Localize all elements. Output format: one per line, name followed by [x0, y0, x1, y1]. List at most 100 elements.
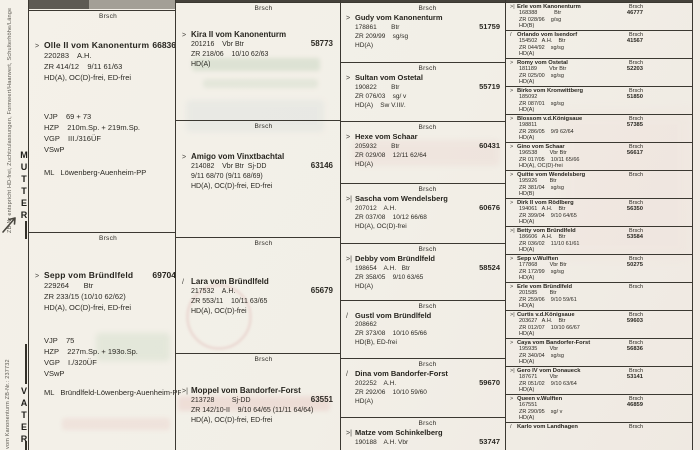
- pedigree-cell-gen4: > Quitte vom Wendelsberg Brsch 195926 Btr ZR…: [506, 171, 695, 198]
- table-line-horizontal: [340, 183, 505, 184]
- section-label-brsch: Brsch: [628, 172, 643, 178]
- table-line-horizontal: [175, 2, 340, 3]
- zr-line: ZR 209/99 sg/sg: [355, 33, 409, 40]
- section-label-brsch: Brsch: [628, 424, 643, 430]
- pedigree-cell-gen2: Brsch / Lara vom Bründlfeld 217532 A.H. 6567…: [176, 238, 345, 352]
- dog-name: Gustl vom Bründlfeld: [355, 311, 432, 320]
- table-line-horizontal: [28, 10, 175, 11]
- dog-reg-row: 198654 A.H. Btr 58524: [346, 263, 509, 273]
- hd-line: HD(B), ED-frei: [355, 339, 397, 346]
- pedigree-cell-gen4: > Gino vom Schaar Brsch 196538 Vbr Btr 56617…: [506, 143, 695, 170]
- brsch-number: 50275: [626, 262, 643, 269]
- scan-edge-line: [175, 0, 692, 2]
- hd-line: HD(A): [519, 387, 535, 394]
- test-result-line: VGP I./320ÜF: [44, 358, 97, 367]
- brsch-number: 56350: [626, 206, 643, 213]
- section-label-brsch: Brsch: [418, 124, 437, 131]
- registration-number: 217532 A.H.: [191, 288, 236, 295]
- section-label-brsch: Brsch: [418, 361, 437, 368]
- section-label-brsch: Brsch: [628, 32, 643, 38]
- brsch-number: 53747: [479, 437, 500, 446]
- dog-name: Amigo vom Vinxtbachtal: [191, 152, 285, 161]
- table-line-vertical: [505, 0, 506, 450]
- brsch-number: 52203: [626, 66, 643, 73]
- pedigree-cell-gen3: Brsch > Hexe vom Schaar 205932 Btr 60431 ZR 0…: [341, 122, 509, 182]
- test-result-line: VSwP: [44, 369, 65, 378]
- zr-line: 9/11 68/70 (9/11 68/69): [191, 173, 263, 180]
- zr-line: ZR 259/06 9/10 59/61: [519, 296, 577, 303]
- dog-name: Queen v.Wulften: [517, 396, 563, 402]
- zr-line: ZR 076/03 sg/ v: [355, 93, 407, 100]
- ml-line: ML Bründlfeld-Löwenberg-Auenheim-PP: [44, 388, 181, 397]
- dog-name: Dirk II vom Rödlberg: [517, 200, 574, 206]
- pedigree-cell-gen2: Brsch > Amigo vom Vinxtbachtal 214082 Vbr B…: [176, 121, 345, 236]
- table-line-horizontal: [505, 142, 692, 143]
- pedigree-cell-gen4: > Blossom v.d.Königsaue Brsch 198811 57385 ZR…: [506, 115, 695, 142]
- pen-mark: >|: [510, 228, 515, 234]
- registration-number: 167551: [519, 402, 538, 409]
- registration-number: 213728 Sj-DD: [191, 397, 251, 404]
- dog-name-row: > Erle vom Bründlfeld Brsch: [510, 284, 695, 290]
- table-line-horizontal: [505, 170, 692, 171]
- hd-line: HD(A) Sw V.III/.: [355, 102, 406, 109]
- test-result-line: VJP 69 + 73: [44, 112, 92, 121]
- registration-number: 208662: [355, 321, 377, 328]
- hd-line: HD(A): [519, 303, 535, 310]
- test-result-line: VGP III./316ÜF: [44, 134, 101, 143]
- brsch-number: 46859: [626, 402, 643, 409]
- dog-name-row: >| Matze vom Schinkelberg: [346, 428, 509, 437]
- zr-line: ZR 340/04 sg/sg: [519, 352, 564, 359]
- brsch-number: 46777: [626, 10, 643, 17]
- dog-name: Dina vom Bandorfer-Forst: [355, 369, 448, 378]
- zr-line: ZR 087/01 sg/sg: [519, 100, 564, 107]
- brsch-number: 60431: [479, 141, 500, 150]
- hd-line: HD(A): [519, 331, 535, 338]
- brsch-number: 56617: [626, 150, 643, 157]
- test-results-block: VJP 75 HZP 227m.Sp. + 193o.Sp. VGP I./32…: [35, 335, 181, 379]
- pen-mark: >|: [182, 388, 188, 395]
- dog-name: Matze vom Schinkelberg: [355, 428, 443, 437]
- dog-detail-line: ZR 233/15 (10/10 62/62): [44, 292, 126, 301]
- pedigree-cell-gen4: >| Gero IV vom Donaueck Brsch 187671 Vbr 531…: [506, 367, 695, 394]
- zr-line: ZR 036/02 11/10 61/61: [519, 240, 580, 247]
- zr-line: ZR 025/00 sg/sg: [519, 72, 564, 79]
- hd-line: HD(A): [355, 283, 374, 290]
- zr-line: ZR 218/06 10/10 62/63: [191, 51, 269, 58]
- registration-number: 190188 A.H. Vbr: [355, 439, 409, 446]
- pedigree-cell-gen4: / Karlo vom Landhagen Brsch: [506, 423, 695, 450]
- pedigree-cell-gen4: / Orlando vom Isendorf Brsch 154502 A.H. Bt…: [506, 31, 695, 58]
- pedigree-cell-gen2: Brsch > Kira II vom Kanonenturm 201216 Vbr …: [176, 3, 345, 119]
- table-line-horizontal: [505, 338, 692, 339]
- registration-number: 198654 A.H. Btr: [355, 265, 410, 272]
- dog-detail-line: HD(A), OC(D)-frei, ED-frei: [44, 73, 132, 82]
- section-label-brsch: Brsch: [628, 256, 643, 262]
- pedigree-cell-gen3: Brsch >| Matze vom Schinkelberg 190188 A.H.…: [341, 418, 509, 449]
- registration-number: 214082 Vbr Btr Sj-DD: [191, 163, 267, 170]
- pedigree-cell-gen4: >| Betty vom Bründlfeld Brsch 186606 A.H. B…: [506, 227, 695, 254]
- dog-reg-row: 202252 A.H. 59670: [346, 378, 509, 388]
- hd-line: HD(A): [519, 51, 535, 58]
- dog-name: Gudy vom Kanonenturm: [355, 13, 443, 22]
- registration-number: 177868 Vbr Btr: [519, 262, 567, 269]
- dog-name-row: > Blossom v.d.Königsaue Brsch: [510, 116, 695, 122]
- pedigree-connector-line: [25, 441, 27, 450]
- registration-number: 154502 A.H. Btr: [519, 38, 566, 45]
- scan-edge-grey: [89, 0, 175, 9]
- pen-mark: /: [510, 32, 512, 38]
- pedigree-cell-gen4: >| Erle vom Kanonenturm Brsch 168388 Btr 467…: [506, 3, 695, 30]
- pedigree-connector-line: [25, 221, 27, 239]
- hd-line: HD(A), OC(D)-frei: [355, 223, 407, 230]
- dog-reg-row: 207012 A.H. 60676: [346, 203, 509, 213]
- zr-line: ZR 292/06 10/10 59/60: [355, 389, 427, 396]
- dog-reg-row: 190188 A.H. Vbr 53747: [346, 437, 509, 447]
- pen-mark: >|: [346, 430, 352, 437]
- dog-name: Erle vom Kanonenturm: [517, 4, 581, 10]
- zr-line: ZR 290/95 sg/ v: [519, 408, 563, 415]
- hd-line: HD(A): [519, 107, 535, 114]
- brsch-number: 56836: [626, 346, 643, 353]
- zr-line: ZR 142/10-II 9/10 64/65 (11/11 64/64): [191, 407, 314, 414]
- pedigree-cell-gen3: Brsch >| Sascha vom Wendelsberg 207012 A.H.…: [341, 184, 509, 242]
- dog-reg-row: 201216 Vbr Btr 58773: [182, 39, 345, 50]
- pedigree-cell-gen4: > Dirk II vom Rödlberg Brsch 194061 A.H. Bt…: [506, 199, 695, 226]
- table-line-horizontal: [505, 58, 692, 59]
